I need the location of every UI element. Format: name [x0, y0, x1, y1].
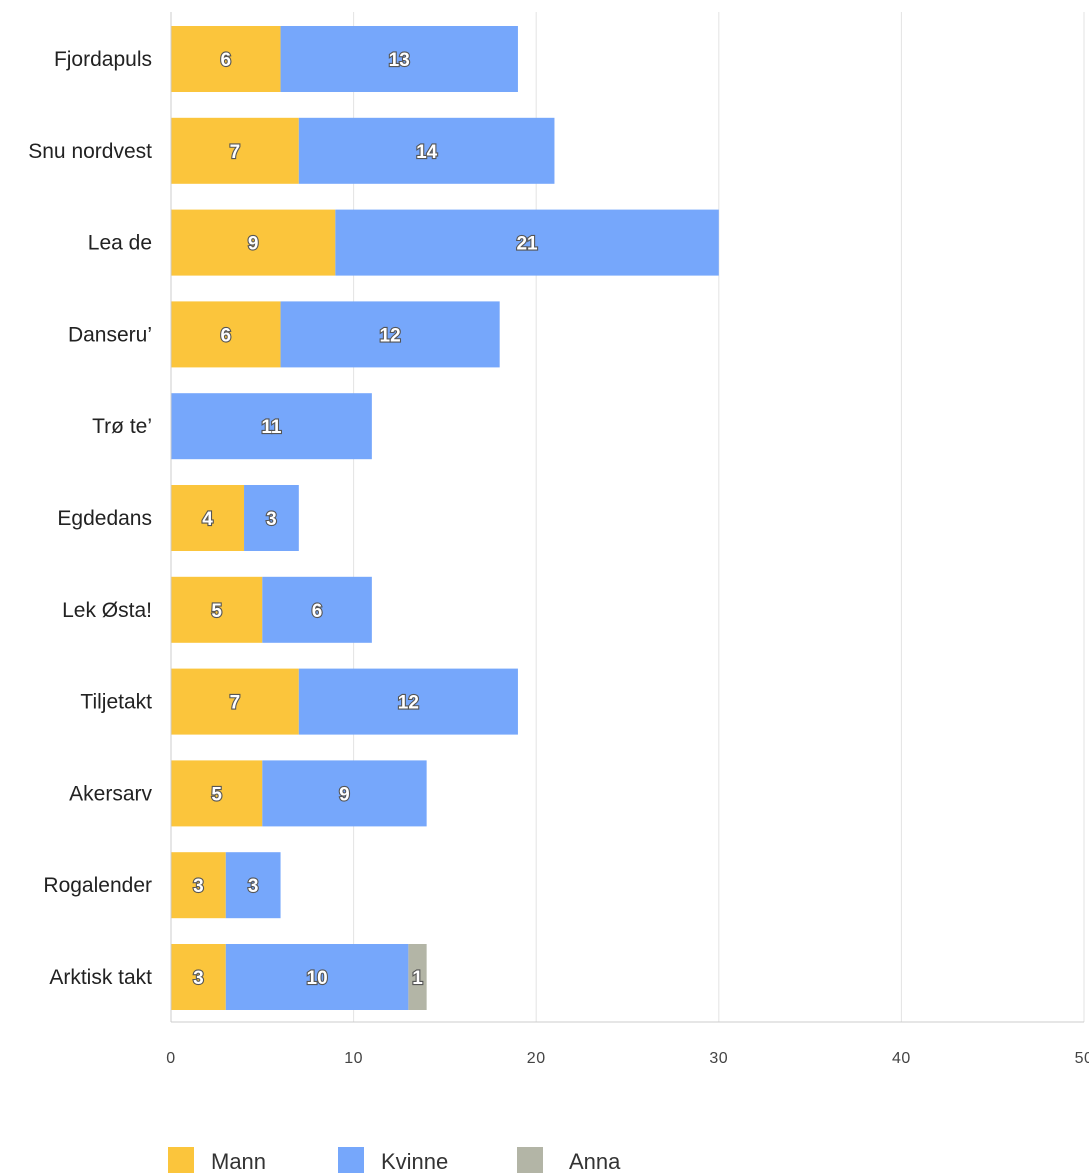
data-label-mann-tiljetakt: 7	[230, 693, 241, 714]
data-label-mann-egdedans: 4	[202, 509, 213, 530]
data-label-kvinne-lek-sta: 6	[312, 601, 323, 622]
category-label-lea-de: Lea de	[88, 232, 152, 255]
data-label-kvinne-snu-nordvest: 14	[416, 142, 438, 163]
category-label-danseru: Danseru’	[68, 323, 152, 346]
legend-label-anna: Anna	[569, 1149, 621, 1174]
category-labels: Fjordapuls Snu nordvest Lea de Danseru’ Trø …	[28, 48, 152, 989]
data-label-kvinne-fjordapuls: 13	[389, 50, 410, 71]
data-label-kvinne-tr-te: 11	[261, 417, 282, 438]
category-label-rogalender: Rogalender	[43, 874, 152, 897]
legend: Mann Kvinne Anna	[168, 1147, 621, 1174]
data-label-mann-fjordapuls: 6	[220, 50, 231, 71]
category-label-arktisk-takt: Arktisk takt	[49, 966, 152, 989]
data-label-mann-danseru: 6	[220, 325, 231, 346]
x-tick-label-10: 10	[344, 1050, 363, 1067]
data-label-kvinne-egdedans: 3	[266, 509, 277, 530]
data-label-mann-arktisk-takt: 3	[193, 968, 204, 989]
data-label-mann-snu-nordvest: 7	[230, 142, 241, 163]
legend-label-mann: Mann	[211, 1149, 266, 1174]
data-label-kvinne-arktisk-takt: 10	[307, 968, 328, 989]
legend-swatch-anna	[517, 1147, 543, 1173]
data-label-mann-lek-sta: 5	[211, 601, 222, 622]
x-tick-label-40: 40	[892, 1050, 911, 1067]
data-label-mann-akersarv: 5	[211, 784, 222, 805]
data-label-kvinne-danseru: 12	[380, 325, 401, 346]
data-label-mann-rogalender: 3	[193, 876, 204, 897]
bars	[171, 26, 719, 1010]
legend-swatch-mann	[168, 1147, 194, 1173]
data-label-anna-arktisk-takt: 1	[412, 968, 423, 989]
legend-swatch-kvinne	[338, 1147, 364, 1173]
x-tick-label-0: 0	[166, 1050, 175, 1067]
category-label-akersarv: Akersarv	[69, 782, 152, 805]
category-label-snu-nordvest: Snu nordvest	[28, 140, 152, 163]
category-label-fjordapuls: Fjordapuls	[54, 48, 152, 71]
data-label-kvinne-lea-de: 21	[516, 234, 538, 255]
category-label-lek-sta: Lek Østa!	[62, 599, 152, 622]
data-label-kvinne-akersarv: 9	[339, 784, 350, 805]
x-tick-label-20: 20	[527, 1050, 546, 1067]
category-label-tiljetakt: Tiljetakt	[80, 691, 152, 714]
legend-label-kvinne: Kvinne	[381, 1149, 448, 1174]
data-label-mann-lea-de: 9	[248, 234, 259, 255]
category-label-egdedans: Egdedans	[57, 507, 152, 530]
data-label-kvinne-tiljetakt: 12	[398, 693, 419, 714]
x-tick-label-30: 30	[709, 1050, 728, 1067]
x-tick-label-50: 50	[1075, 1050, 1089, 1067]
data-label-kvinne-rogalender: 3	[248, 876, 259, 897]
category-label-tr-te: Trø te’	[92, 415, 152, 438]
